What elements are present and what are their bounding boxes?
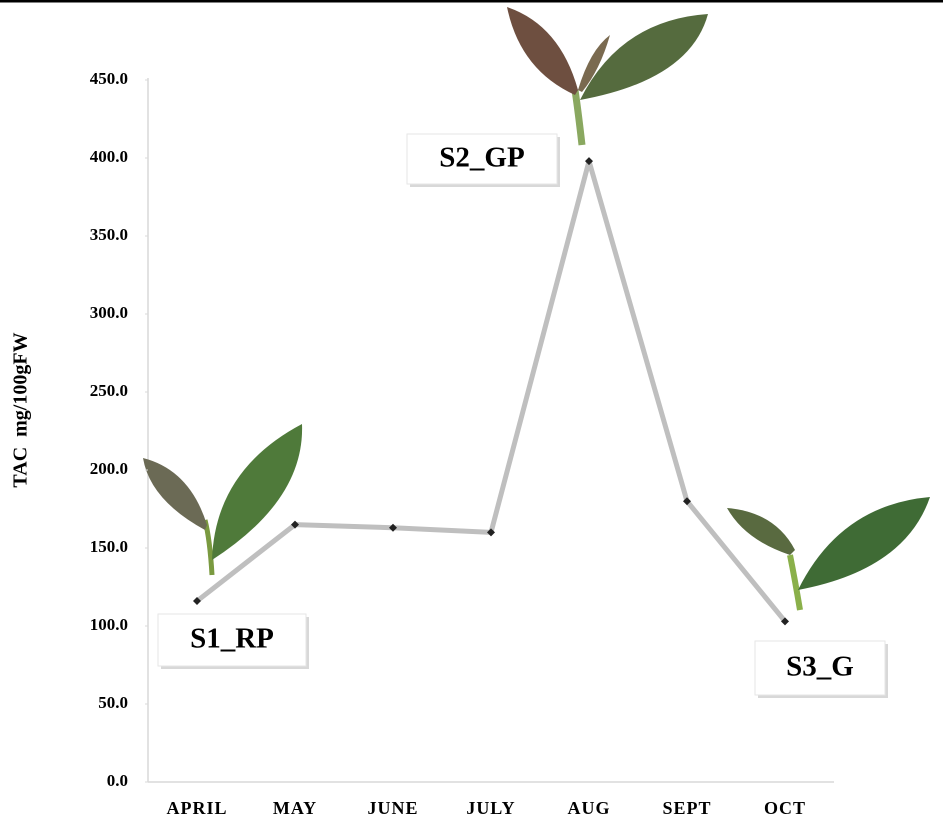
y-tick-label: 200.0	[90, 459, 128, 478]
data-point	[389, 523, 397, 532]
y-tick-label: 0.0	[107, 771, 128, 790]
leaf-icon	[507, 7, 708, 146]
data-point	[487, 528, 495, 537]
data-point	[781, 617, 789, 626]
x-tick-label: APRIL	[166, 798, 227, 818]
data-point	[193, 597, 201, 606]
annotation-box	[157, 613, 307, 667]
x-tick-label: JUNE	[367, 798, 418, 818]
y-tick-label: 50.0	[98, 693, 128, 712]
y-tick-label: 100.0	[90, 615, 128, 634]
data-point	[683, 497, 691, 506]
leaf-icon	[727, 497, 930, 611]
y-axis-title: TAC mg/100gFW	[10, 332, 32, 487]
y-tick-label: 300.0	[90, 303, 128, 322]
leaf-icon	[143, 424, 303, 576]
x-tick-label: JULY	[466, 798, 515, 818]
y-tick-label: 150.0	[90, 537, 128, 556]
x-tick-label: SEPT	[662, 798, 711, 818]
data-point	[585, 157, 593, 166]
x-tick-label: OCT	[764, 798, 806, 818]
y-tick-label: 450.0	[90, 69, 128, 88]
y-tick-label: 350.0	[90, 225, 128, 244]
y-tick-label: 400.0	[90, 147, 128, 166]
annotation-box	[754, 640, 886, 696]
annotation: S2_GP	[439, 142, 524, 174]
annotation: S1_RP	[190, 623, 274, 655]
x-tick-label: MAY	[273, 798, 317, 818]
x-tick-label: AUG	[568, 798, 611, 818]
annotation: S3_G	[786, 651, 854, 683]
annotation-box	[406, 133, 558, 185]
data-point	[291, 520, 299, 529]
data-line	[195, 158, 787, 623]
y-tick-label: 250.0	[90, 381, 128, 400]
